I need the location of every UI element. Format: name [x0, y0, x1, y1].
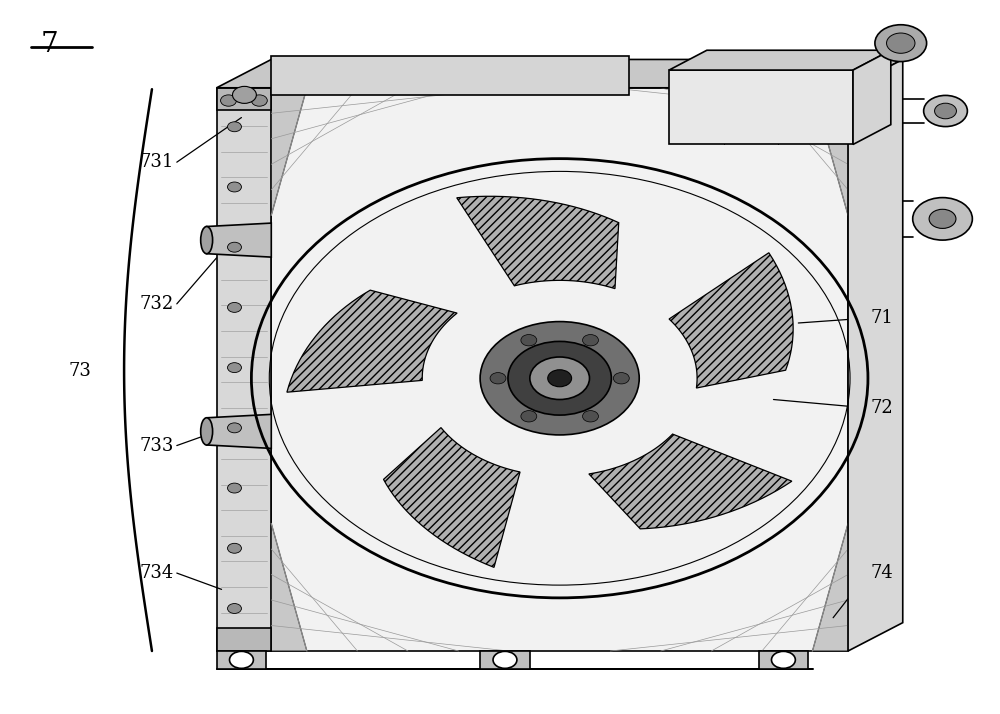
Circle shape	[508, 341, 611, 415]
Circle shape	[521, 335, 537, 346]
Polygon shape	[217, 59, 903, 88]
Polygon shape	[287, 290, 457, 392]
Circle shape	[613, 373, 629, 384]
Polygon shape	[759, 651, 808, 669]
Polygon shape	[812, 523, 848, 651]
Circle shape	[230, 651, 253, 668]
Ellipse shape	[201, 226, 213, 253]
Text: 732: 732	[140, 295, 174, 313]
Circle shape	[935, 104, 956, 119]
Text: 733: 733	[139, 436, 174, 455]
Text: 734: 734	[140, 564, 174, 582]
Circle shape	[228, 543, 241, 553]
Circle shape	[228, 423, 241, 433]
Polygon shape	[271, 88, 848, 651]
Circle shape	[251, 95, 267, 106]
Polygon shape	[217, 88, 271, 651]
Circle shape	[221, 95, 236, 106]
Circle shape	[583, 411, 598, 422]
Polygon shape	[669, 70, 853, 144]
Polygon shape	[217, 651, 266, 669]
Circle shape	[548, 370, 572, 387]
Ellipse shape	[201, 418, 213, 445]
Polygon shape	[207, 414, 271, 448]
Polygon shape	[271, 56, 629, 95]
Polygon shape	[217, 628, 271, 651]
Polygon shape	[669, 253, 793, 388]
Circle shape	[228, 603, 241, 613]
Polygon shape	[271, 88, 307, 216]
Polygon shape	[812, 88, 848, 216]
Polygon shape	[217, 88, 271, 111]
Polygon shape	[589, 434, 792, 529]
Circle shape	[929, 209, 956, 228]
Circle shape	[228, 363, 241, 373]
Circle shape	[228, 242, 241, 252]
Circle shape	[490, 373, 506, 384]
Circle shape	[913, 198, 972, 240]
Circle shape	[228, 483, 241, 493]
Polygon shape	[480, 651, 530, 669]
Polygon shape	[669, 50, 891, 70]
Circle shape	[583, 335, 598, 346]
Polygon shape	[207, 223, 271, 257]
Circle shape	[875, 25, 927, 61]
Text: 74: 74	[871, 564, 894, 582]
Circle shape	[521, 411, 537, 422]
Circle shape	[530, 357, 590, 400]
Circle shape	[228, 122, 241, 131]
Text: 731: 731	[139, 154, 174, 171]
Circle shape	[228, 303, 241, 312]
Circle shape	[887, 33, 915, 54]
Circle shape	[924, 96, 967, 126]
Circle shape	[771, 651, 795, 668]
Circle shape	[228, 182, 241, 192]
Text: 73: 73	[69, 362, 92, 380]
Text: 72: 72	[871, 399, 894, 417]
Polygon shape	[853, 50, 891, 144]
Polygon shape	[384, 428, 520, 568]
Circle shape	[480, 321, 639, 435]
Text: 7: 7	[41, 31, 58, 58]
Circle shape	[493, 651, 517, 668]
Circle shape	[232, 86, 256, 104]
Polygon shape	[457, 196, 619, 288]
Text: 71: 71	[871, 309, 894, 327]
Polygon shape	[848, 59, 903, 651]
Polygon shape	[271, 523, 307, 651]
